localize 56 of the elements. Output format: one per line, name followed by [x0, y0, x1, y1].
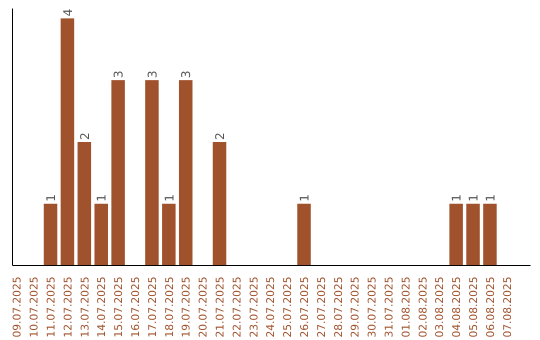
x-tick-label: 02.08.2025 — [416, 276, 430, 338]
x-tick-label: 06.08.2025 — [484, 276, 497, 338]
x-tick-label: 22.07.2025 — [230, 276, 244, 338]
data-label: 4 — [60, 8, 75, 16]
x-tick-label: 28.07.2025 — [332, 276, 345, 338]
data-label: 1 — [298, 194, 312, 202]
x-tick-label: 19.07.2025 — [180, 276, 193, 338]
data-label: 1 — [483, 194, 498, 202]
x-tick-label: 05.08.2025 — [467, 276, 480, 338]
data-label: 1 — [162, 194, 176, 202]
bar — [78, 142, 92, 266]
data-label: 1 — [44, 194, 58, 202]
x-tick-label: 09.07.2025 — [10, 276, 24, 338]
bar — [44, 204, 58, 266]
x-tick-label: 07.08.2025 — [500, 276, 514, 338]
data-label: 1 — [94, 194, 109, 202]
x-tick-label: 26.07.2025 — [298, 276, 312, 338]
x-tick-label: 23.07.2025 — [247, 276, 260, 338]
x-tick-label: 10.07.2025 — [28, 276, 41, 338]
x-tick-label: 14.07.2025 — [95, 276, 108, 338]
x-tick-label: 04.08.2025 — [450, 276, 464, 338]
data-label: 3 — [145, 70, 160, 78]
data-label: 3 — [179, 70, 194, 78]
x-tick-label: 01.08.2025 — [399, 276, 412, 338]
x-tick-label: 11.07.2025 — [44, 276, 58, 338]
bar — [297, 204, 311, 266]
x-tick-label: 16.07.2025 — [129, 276, 142, 338]
bar — [212, 142, 226, 266]
bar — [111, 80, 125, 266]
x-tick-label: 13.07.2025 — [78, 276, 92, 338]
data-label: 2 — [213, 132, 228, 140]
x-tick-label: 15.07.2025 — [112, 276, 126, 338]
x-tick-label: 12.07.2025 — [61, 276, 74, 338]
bar — [162, 204, 176, 266]
x-tick-label: 30.07.2025 — [366, 276, 379, 338]
data-label: 1 — [450, 194, 464, 202]
bar — [145, 80, 159, 266]
x-tick-label: 20.07.2025 — [196, 276, 210, 338]
x-tick-label: 24.07.2025 — [264, 276, 278, 338]
x-tick-label: 31.07.2025 — [382, 276, 396, 338]
x-tick-label: 29.07.2025 — [348, 276, 362, 338]
x-tick-label: 27.07.2025 — [314, 276, 328, 338]
bar — [483, 204, 497, 266]
x-tick-label: 21.07.2025 — [214, 276, 227, 338]
data-label: 1 — [466, 194, 481, 202]
bar — [60, 18, 74, 266]
bar — [178, 80, 192, 266]
x-tick-label: 03.08.2025 — [433, 276, 446, 338]
bar — [466, 204, 480, 266]
data-label: 2 — [78, 132, 92, 140]
bar — [449, 204, 463, 266]
bar — [94, 204, 108, 266]
data-label: 3 — [112, 70, 126, 78]
x-tick-label: 25.07.2025 — [281, 276, 294, 338]
x-tick-label: 17.07.2025 — [146, 276, 159, 338]
x-tick-label: 18.07.2025 — [162, 276, 176, 338]
